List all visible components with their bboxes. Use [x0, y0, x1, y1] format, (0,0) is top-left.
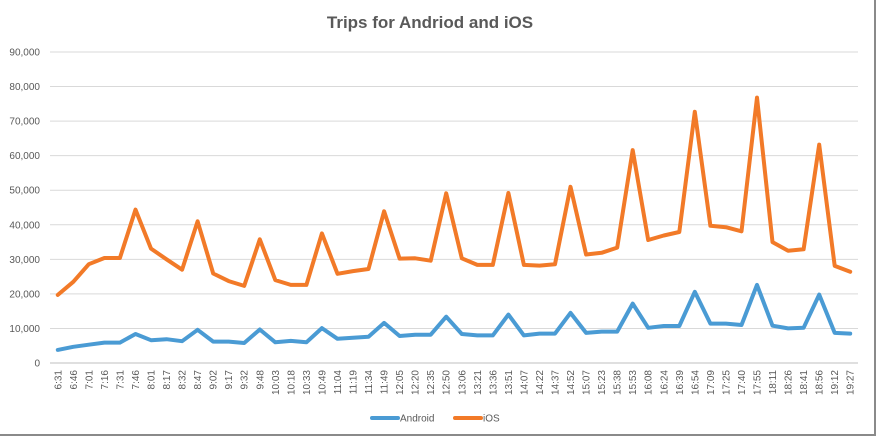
x-tick-label: 18:11	[768, 370, 779, 395]
x-tick-label: 7:31	[115, 370, 126, 390]
x-tick-label: 8:17	[162, 370, 173, 390]
x-tick-label: 16:39	[675, 370, 686, 395]
x-tick-label: 19:12	[830, 370, 841, 395]
x-tick-label: 12:35	[426, 370, 437, 395]
legend-label-ios: iOS	[483, 414, 500, 425]
x-tick-label: 17:40	[737, 370, 748, 395]
series-line-android	[55, 282, 853, 352]
x-tick-label: 7:01	[84, 370, 95, 390]
y-tick-label: 10,000	[9, 324, 40, 335]
x-tick-label: 14:37	[551, 370, 562, 395]
y-axis: 0 10,000 20,000 30,000 40,000 50,000 60,000 70,…	[9, 48, 40, 370]
x-tick-label: 13:21	[473, 370, 484, 395]
x-tick-label: 18:56	[815, 370, 826, 395]
series-lines	[55, 95, 853, 352]
x-tick-label: 8:32	[178, 370, 189, 390]
x-tick-label: 17:25	[721, 370, 732, 395]
x-tick-label: 14:52	[566, 370, 577, 395]
series-line-ios	[55, 95, 853, 297]
x-tick-label: 14:22	[535, 370, 546, 395]
y-tick-label: 50,000	[9, 186, 40, 197]
x-tick-label: 10:18	[286, 370, 297, 395]
x-tick-label: 7:46	[131, 370, 142, 390]
x-tick-label: 14:07	[519, 370, 530, 395]
x-tick-label: 10:49	[317, 370, 328, 395]
legend-label-android: Android	[400, 414, 434, 425]
x-tick-label: 18:26	[784, 370, 795, 395]
x-tick-label: 12:20	[411, 370, 422, 395]
y-tick-label: 60,000	[9, 151, 40, 162]
x-tick-label: 9:32	[240, 370, 251, 390]
x-tick-label: 6:46	[69, 370, 80, 390]
x-tick-label: 12:05	[395, 370, 406, 395]
y-tick-label: 30,000	[9, 255, 40, 266]
chart-title: Trips for Andriod and iOS	[327, 13, 533, 32]
x-axis: 6:31 6:46 7:01 7:16 7:31 7:46 8:01 8:17 8:32 8:47…	[53, 370, 856, 395]
x-tick-label: 11:19	[349, 370, 360, 395]
y-tick-label: 70,000	[9, 117, 40, 128]
x-tick-label: 11:49	[380, 370, 391, 395]
x-tick-label: 15:38	[613, 370, 624, 395]
y-tick-label: 20,000	[9, 289, 40, 300]
x-tick-label: 6:31	[53, 370, 64, 390]
x-tick-label: 9:48	[255, 370, 266, 390]
x-tick-label: 11:04	[333, 370, 344, 395]
y-tick-label: 40,000	[9, 220, 40, 231]
x-tick-label: 7:16	[100, 370, 111, 390]
x-tick-label: 16:08	[644, 370, 655, 395]
x-tick-label: 15:07	[582, 370, 593, 395]
x-tick-label: 16:54	[690, 370, 701, 395]
x-tick-label: 10:33	[302, 370, 313, 395]
x-tick-label: 13:06	[457, 370, 468, 395]
x-tick-label: 17:09	[706, 370, 717, 395]
gridlines	[50, 51, 858, 364]
y-tick-label: 0	[34, 359, 40, 370]
x-tick-label: 13:36	[488, 370, 499, 395]
x-tick-label: 19:27	[846, 370, 857, 395]
y-tick-label: 90,000	[9, 48, 40, 59]
x-tick-label: 16:24	[659, 370, 670, 395]
x-tick-label: 9:02	[209, 370, 220, 390]
x-tick-label: 10:03	[271, 370, 282, 395]
legend: Android iOS	[370, 414, 500, 425]
x-tick-label: 18:41	[799, 370, 810, 395]
x-tick-label: 17:55	[753, 370, 764, 395]
x-tick-label: 15:53	[628, 370, 639, 395]
x-tick-label: 8:01	[147, 370, 158, 390]
x-tick-label: 12:50	[442, 370, 453, 395]
x-tick-label: 15:23	[597, 370, 608, 395]
x-tick-label: 9:17	[224, 370, 235, 390]
x-tick-label: 8:47	[193, 370, 204, 390]
y-tick-label: 80,000	[9, 82, 40, 93]
x-tick-label: 13:51	[504, 370, 515, 395]
x-tick-label: 11:34	[364, 370, 375, 395]
